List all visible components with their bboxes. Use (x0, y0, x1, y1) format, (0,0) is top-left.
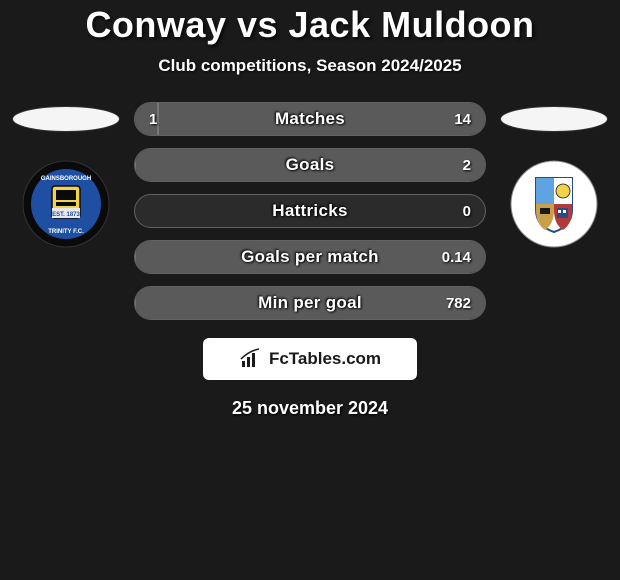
right-player-avatar (500, 106, 608, 132)
date-text: 25 november 2024 (232, 398, 388, 419)
subtitle: Club competitions, Season 2024/2025 (0, 56, 620, 76)
bar-chart-icon (239, 347, 263, 371)
infographic-container: Conway vs Jack Muldoon Club competitions… (0, 0, 620, 419)
right-club-crest (510, 160, 598, 248)
left-club-crest: GAINSBOROUGH TRINITY F.C. EST. 1873 (22, 160, 110, 248)
footer: FcTables.com 25 november 2024 (0, 338, 620, 419)
logo-text: FcTables.com (269, 349, 381, 369)
svg-text:EST. 1873: EST. 1873 (52, 212, 80, 218)
page-title: Conway vs Jack Muldoon (0, 4, 620, 46)
right-side (494, 106, 614, 248)
stat-pill: Hattricks0 (134, 194, 486, 228)
left-side: GAINSBOROUGH TRINITY F.C. EST. 1873 (6, 106, 126, 248)
stat-label: Goals per match (135, 247, 485, 267)
stat-pill: Goals per match0.14 (134, 240, 486, 274)
stat-label: Min per goal (135, 293, 485, 313)
fctables-logo: FcTables.com (203, 338, 417, 380)
svg-text:TRINITY F.C.: TRINITY F.C. (48, 229, 84, 235)
stats-column: 1Matches14 Goals2 Hattricks0 Goals per matc… (126, 102, 494, 320)
stat-value-right: 0 (463, 203, 471, 220)
left-player-avatar (12, 106, 120, 132)
comparison-row: GAINSBOROUGH TRINITY F.C. EST. 1873 1Mat… (0, 106, 620, 320)
stat-label: Matches (135, 109, 485, 129)
stat-label: Goals (135, 155, 485, 175)
stat-value-right: 2 (463, 157, 471, 174)
stat-value-right: 14 (454, 111, 471, 128)
stat-value-right: 0.14 (442, 249, 471, 266)
svg-text:GAINSBOROUGH: GAINSBOROUGH (41, 176, 91, 182)
stat-pill: 1Matches14 (134, 102, 486, 136)
stat-label: Hattricks (135, 201, 485, 221)
stat-pill: Goals2 (134, 148, 486, 182)
stat-value-right: 782 (446, 295, 471, 312)
stat-pill: Min per goal782 (134, 286, 486, 320)
